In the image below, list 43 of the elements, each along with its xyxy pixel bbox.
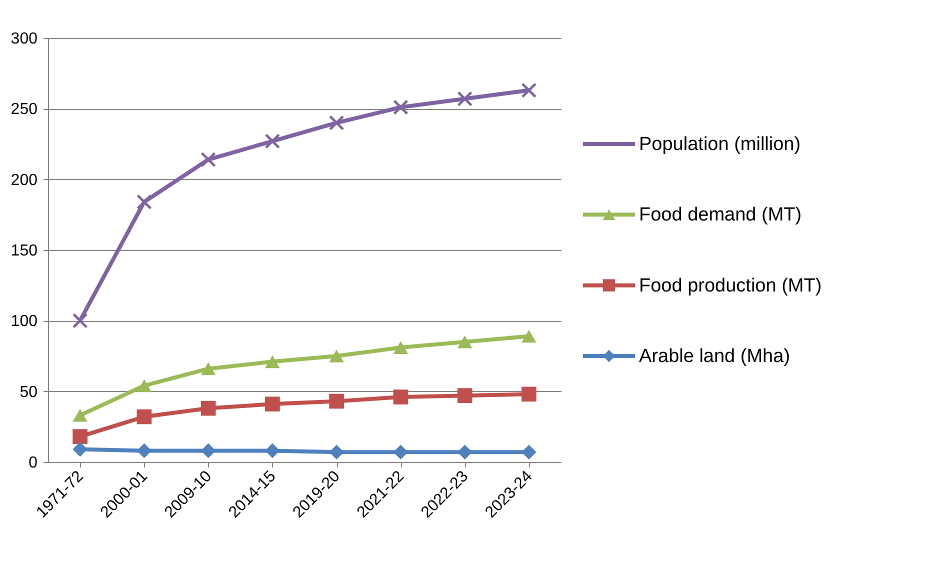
point [521, 82, 537, 98]
point [72, 312, 88, 328]
point [72, 442, 88, 457]
point [457, 444, 472, 460]
point [457, 335, 472, 348]
point [328, 115, 344, 130]
point [522, 330, 536, 343]
point [72, 429, 88, 444]
point [200, 152, 216, 168]
point [329, 444, 344, 460]
point [200, 443, 216, 458]
point [329, 350, 344, 362]
legend-label: Food demand (MT) [639, 204, 802, 226]
y-tick-label: 100 [10, 313, 38, 330]
point [136, 194, 152, 210]
point [457, 91, 473, 106]
y-tick-label: 200 [10, 172, 38, 189]
point [136, 409, 152, 424]
point [136, 443, 152, 458]
point [457, 388, 472, 403]
y-tick-label: 300 [10, 30, 38, 48]
point [329, 394, 344, 409]
legend-label: Population (million) [639, 134, 801, 155]
y-tick-label: 50 [20, 384, 38, 401]
point [522, 444, 536, 460]
point [265, 355, 280, 368]
point [392, 100, 408, 115]
point [200, 362, 216, 376]
legend-label: Arable land (Mha) [639, 346, 790, 367]
point [265, 396, 280, 412]
point [200, 400, 216, 416]
y-tick-label: 250 [10, 101, 38, 118]
point [393, 390, 408, 404]
y-tick-label: 150 [10, 242, 38, 260]
point [393, 341, 408, 354]
point [265, 443, 280, 458]
point [72, 408, 88, 422]
point [264, 133, 280, 149]
point [393, 444, 408, 460]
point [522, 386, 536, 402]
point [136, 379, 152, 392]
legend-label: Food production (MT) [639, 275, 822, 296]
y-tick-label: 0 [28, 454, 38, 472]
